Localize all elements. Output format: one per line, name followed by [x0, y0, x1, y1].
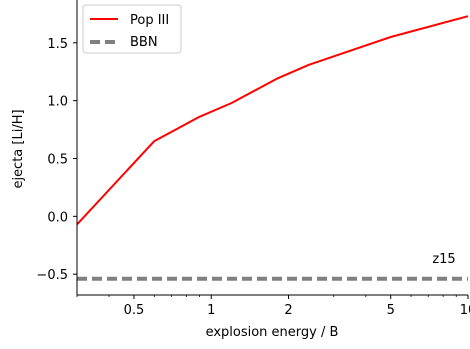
x-tick-label: 2: [284, 303, 292, 318]
x-tick-label: 5: [387, 303, 395, 318]
y-tick-label: 0.0: [47, 210, 68, 225]
x-tick-label: 1: [207, 303, 215, 318]
plot-area: [76, 15, 469, 281]
x-tick-label: 0.5: [124, 303, 145, 318]
axis-ticks: 0.5 1 2 5 10 −0.5 0.0 0.5 1.0 1.5: [36, 0, 470, 318]
legend-label-bbn: BBN: [130, 35, 158, 50]
model-annotation: z15: [432, 252, 455, 267]
legend: Pop III BBN: [82, 4, 182, 54]
y-axis-title: ejecta [Li/H]: [11, 109, 26, 188]
legend-label-pop-iii: Pop III: [130, 13, 169, 28]
x-axis-title: explosion energy / B: [206, 325, 339, 340]
y-tick-label: 1.5: [47, 37, 68, 52]
y-tick-label: 0.5: [47, 152, 68, 167]
y-tick-label: 1.0: [47, 95, 68, 110]
x-tick-label: 10: [460, 303, 470, 318]
series-line-pop-iii: [76, 15, 469, 226]
y-tick-label: −0.5: [36, 268, 68, 283]
